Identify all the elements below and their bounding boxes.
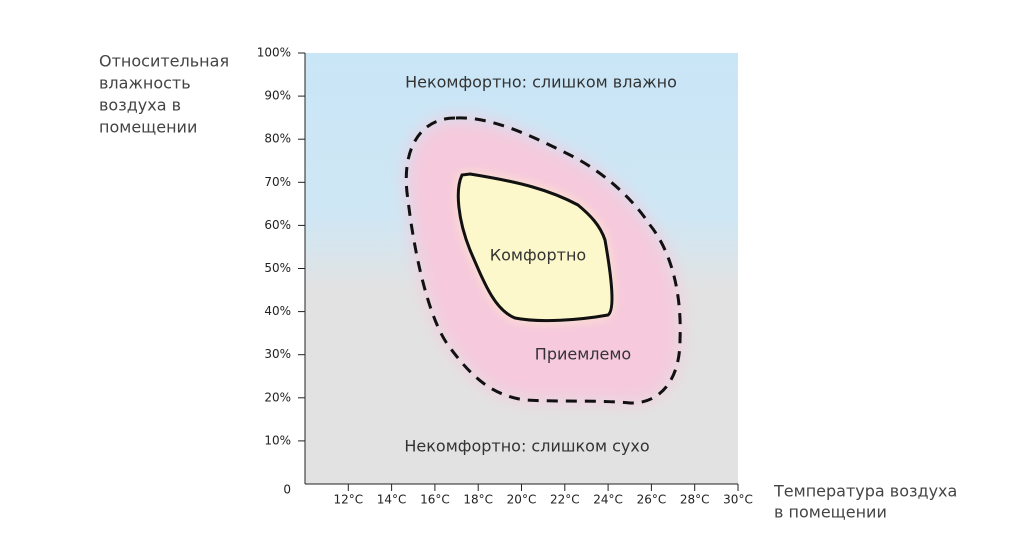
acceptable-boundary xyxy=(404,116,682,405)
y-axis-title: воздуха в xyxy=(99,96,181,115)
y-tick-label: 60% xyxy=(264,218,291,232)
x-tick-label: 20°C xyxy=(507,493,537,507)
y-tick-label: 70% xyxy=(264,175,291,189)
y-tick-label: 40% xyxy=(264,304,291,318)
y-axis-title: влажность xyxy=(99,74,191,93)
y-tick-label: 100% xyxy=(257,46,291,60)
x-tick-label: 14°C xyxy=(377,493,407,507)
region-label: Комфортно xyxy=(490,246,586,265)
x-axis-title: в помещении xyxy=(774,503,887,522)
x-tick-label: 16°C xyxy=(420,493,450,507)
y-tick-label: 90% xyxy=(264,89,291,103)
x-tick-label: 24°C xyxy=(593,493,623,507)
comfort-boundary xyxy=(456,172,614,323)
x-tick-label: 26°C xyxy=(637,493,667,507)
region-label: Некомфортно: слишком влажно xyxy=(405,73,677,92)
x-tick-label: 12°C xyxy=(333,493,363,507)
y-tick-label: 0 xyxy=(283,483,291,497)
y-axis-title: Относительная xyxy=(99,52,229,71)
x-tick-label: 28°C xyxy=(680,493,710,507)
y-axis-title: помещении xyxy=(99,118,197,137)
region-label: Приемлемо xyxy=(535,345,631,364)
x-tick-label: 22°C xyxy=(550,493,580,507)
y-tick-label: 10% xyxy=(264,433,291,447)
y-tick-label: 20% xyxy=(264,390,291,404)
region-label: Некомфортно: слишком сухо xyxy=(404,437,649,456)
x-tick-label: 30°C xyxy=(723,493,753,507)
y-tick-label: 80% xyxy=(264,132,291,146)
x-tick-label: 18°C xyxy=(463,493,493,507)
y-tick-label: 30% xyxy=(264,347,291,361)
x-axis-title: Температура воздуха xyxy=(773,482,957,501)
y-tick-label: 50% xyxy=(264,261,291,275)
